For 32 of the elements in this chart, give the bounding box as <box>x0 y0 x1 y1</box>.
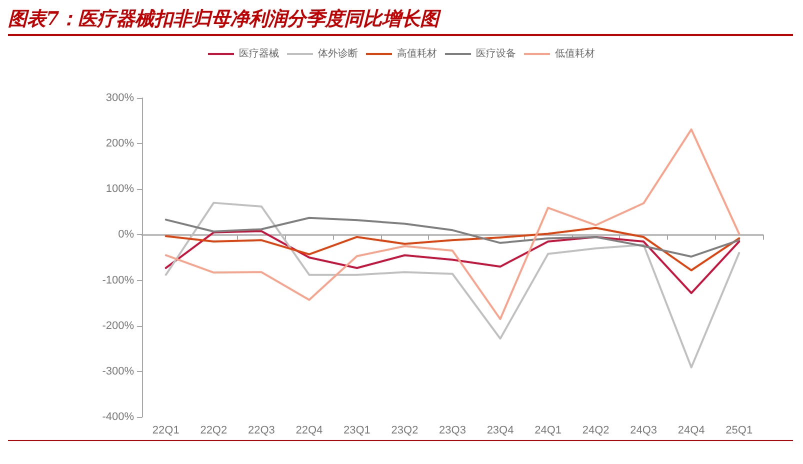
y-tick-label: 300% <box>106 92 134 104</box>
x-tick-label: 24Q2 <box>582 424 610 436</box>
legend-label: 医疗器械 <box>239 48 279 60</box>
x-tick-label: 22Q1 <box>152 424 180 436</box>
x-tick-label: 22Q4 <box>296 424 323 436</box>
line-series <box>164 202 740 368</box>
y-tick-label: -300% <box>102 365 134 378</box>
y-tick-label: 0% <box>118 228 134 241</box>
y-tick-label: 200% <box>106 138 134 150</box>
x-tick-label: 23Q4 <box>486 424 514 436</box>
line-series <box>164 226 740 272</box>
x-tick-label: 24Q4 <box>678 424 705 436</box>
line-series <box>164 128 740 320</box>
x-tick-label: 23Q1 <box>344 424 370 436</box>
x-tick-label: 22Q2 <box>200 424 228 436</box>
y-tick-label: -200% <box>102 320 134 332</box>
y-tick-label: 100% <box>106 183 134 196</box>
legend-label: 体外诊断 <box>318 48 358 60</box>
y-tick-label: -100% <box>102 274 134 286</box>
line-series <box>164 216 740 258</box>
y-tick-label: -400% <box>102 411 134 423</box>
x-tick-label: 23Q3 <box>439 424 466 436</box>
x-tick-label: 25Q1 <box>726 424 753 436</box>
x-tick-label: 22Q3 <box>248 424 275 436</box>
line-series <box>164 230 740 294</box>
x-tick-label: 24Q3 <box>630 424 658 436</box>
legend-label: 高值耗材 <box>397 48 437 60</box>
x-tick-label: 24Q1 <box>534 424 562 436</box>
legend-label: 低值耗材 <box>555 48 595 60</box>
legend-label: 医疗设备 <box>476 48 516 60</box>
x-tick-label: 23Q2 <box>391 424 418 436</box>
chart-title: 图表7：医疗器械扣非归母净利润分季度同比增长图 <box>8 4 793 36</box>
